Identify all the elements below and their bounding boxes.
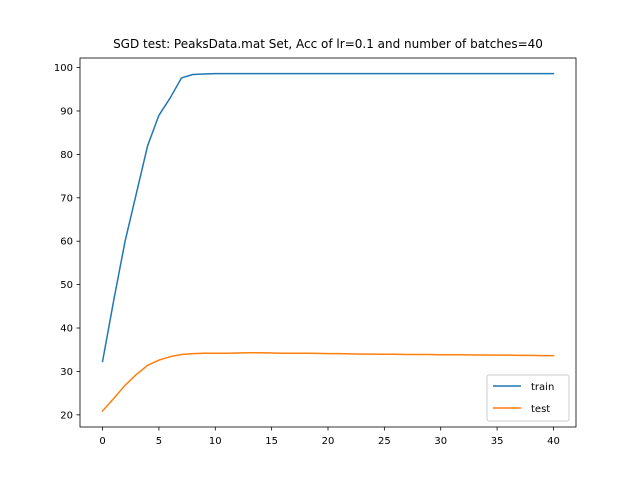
x-tick-label: 15: [265, 436, 278, 447]
y-tick-label: 80: [60, 150, 73, 161]
y-tick-label: 20: [60, 410, 73, 421]
x-tick-label: 5: [156, 436, 162, 447]
y-tick-label: 50: [60, 280, 73, 291]
chart-title: SGD test: PeaksData.mat Set, Acc of lr=0…: [113, 37, 543, 51]
y-tick-label: 40: [60, 324, 73, 335]
legend-label-train: train: [531, 382, 554, 393]
x-tick-label: 40: [547, 436, 560, 447]
legend-label-test: test: [531, 404, 550, 415]
x-tick-label: 25: [378, 436, 391, 447]
x-tick-label: 35: [491, 436, 504, 447]
series-line-test: [101, 352, 555, 412]
legend-box: [486, 374, 570, 422]
y-tick-label: 70: [60, 193, 73, 204]
y-tick-label: 60: [60, 237, 73, 248]
y-tick-label: 90: [60, 106, 73, 117]
legend: train test: [486, 374, 570, 422]
x-tick-label: 20: [322, 436, 335, 447]
series-line-train: [101, 72, 555, 363]
x-tick-label: 10: [209, 436, 222, 447]
y-tick-label: 100: [54, 63, 73, 74]
x-tick-label: 0: [99, 436, 105, 447]
y-tick-label: 30: [60, 367, 73, 378]
x-tick-label: 30: [434, 436, 447, 447]
plot-area: 0 5 10 15 20 25 30 35 40 20 30 40 50 60 70 80 90 100: [54, 57, 577, 447]
